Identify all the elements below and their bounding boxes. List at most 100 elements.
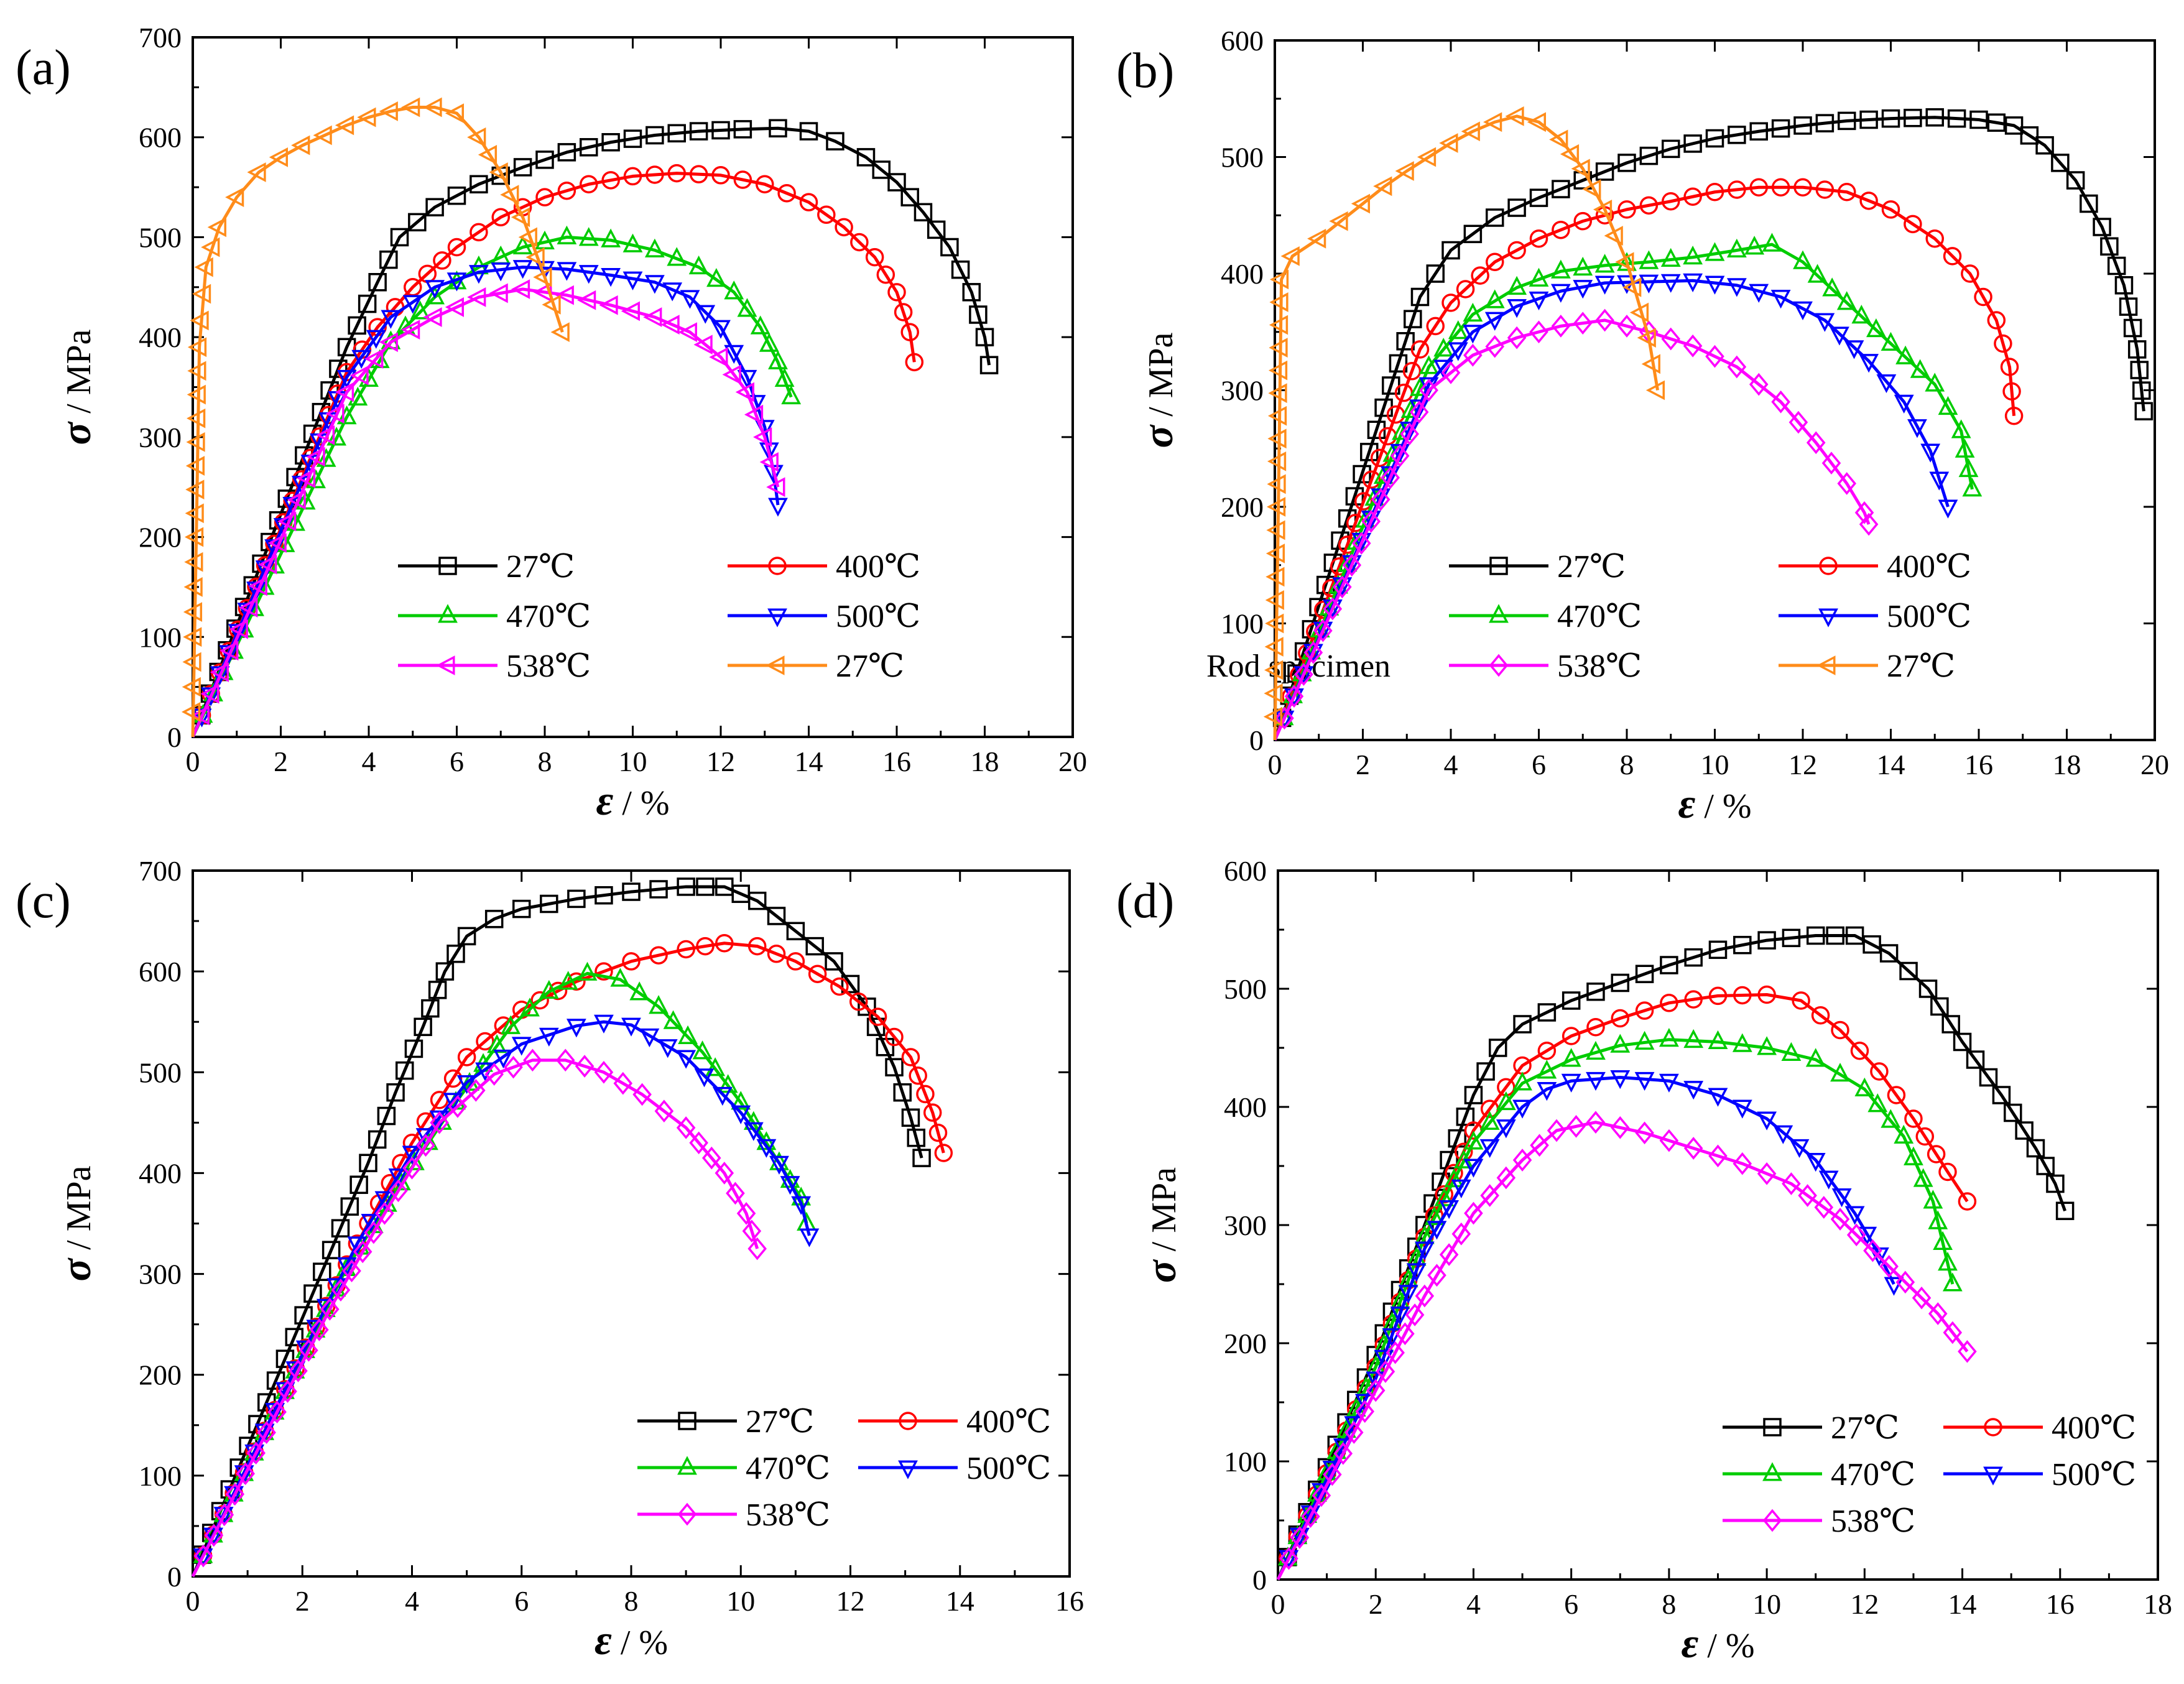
data-point: [808, 965, 827, 983]
data-point: [872, 160, 891, 179]
data-point: [577, 961, 598, 981]
data-point: [1844, 1206, 1865, 1225]
legend-marker: [1762, 1462, 1782, 1481]
y-axis-label: σ / MPa: [1137, 1167, 1185, 1283]
data-point: [1821, 451, 1841, 475]
legend-marker: [678, 1412, 696, 1430]
y-tick-label: 300: [139, 1259, 182, 1290]
data-point: [501, 1015, 521, 1034]
data-point: [907, 1128, 925, 1147]
data-point: [1726, 278, 1747, 297]
data-point: [1727, 355, 1747, 379]
data-point: [1836, 291, 1857, 310]
x-tick-label: 4: [405, 1585, 419, 1617]
x-tick-label: 16: [1964, 749, 1993, 780]
data-point: [1479, 1139, 1500, 1159]
data-point: [1966, 1050, 1985, 1069]
data-point: [358, 294, 377, 313]
data-point: [374, 1191, 395, 1210]
data-point: [1530, 1134, 1549, 1157]
data-point: [1807, 264, 1828, 283]
data-point: [1830, 326, 1849, 346]
legend-label: 470℃: [1557, 599, 1642, 634]
data-point: [1844, 340, 1864, 359]
data-point: [368, 1130, 387, 1149]
data-point: [724, 345, 744, 364]
data-point: [1267, 474, 1286, 494]
data-point: [447, 272, 467, 292]
x-tick-label: 6: [1564, 1588, 1578, 1620]
data-point: [1426, 317, 1445, 336]
data-point: [1594, 275, 1615, 295]
data-point: [535, 230, 555, 249]
data-point: [1815, 114, 1835, 132]
data-point: [667, 124, 686, 143]
data-point: [1806, 926, 1825, 945]
legend-label: 27℃: [1887, 649, 1955, 684]
series-line: [1276, 993, 1969, 1581]
data-point: [623, 167, 642, 186]
data-point: [595, 962, 613, 981]
data-point: [1566, 1115, 1586, 1138]
data-point: [747, 891, 767, 910]
x-tick-label: 6: [1532, 749, 1546, 780]
data-point: [379, 101, 398, 121]
data-point: [203, 1524, 223, 1543]
y-tick-label: 100: [1221, 608, 1264, 640]
data-point: [1275, 706, 1294, 730]
data-point: [1266, 520, 1285, 540]
data-point: [777, 183, 796, 203]
data-point: [539, 1027, 559, 1047]
data-point: [182, 677, 201, 697]
data-point: [1683, 187, 1702, 206]
data-point: [1376, 1360, 1395, 1383]
data-point: [1925, 372, 1945, 392]
data-point: [1881, 1109, 1901, 1128]
y-tick-label: 400: [1221, 258, 1264, 290]
data-point: [1451, 1222, 1471, 1246]
data-point: [1571, 159, 1590, 179]
data-point: [962, 283, 981, 302]
data-point: [1974, 287, 1992, 307]
data-point: [1451, 1179, 1471, 1198]
x-tick-label: 14: [1948, 1588, 1977, 1620]
data-point: [493, 1049, 514, 1069]
data-point: [1955, 438, 1975, 458]
data-point: [1838, 111, 1856, 131]
data-point: [447, 945, 465, 963]
data-point: [594, 1014, 614, 1034]
data-point: [447, 238, 466, 257]
legend-label: 400℃: [1887, 549, 1971, 585]
data-point: [1629, 302, 1649, 323]
series-1: [191, 933, 953, 1578]
legend-label: 538℃: [506, 649, 591, 684]
data-point: [1660, 994, 1678, 1012]
data-point: [1904, 215, 1922, 234]
data-point: [1552, 220, 1570, 239]
data-point: [1382, 1328, 1402, 1348]
data-point: [1610, 1070, 1631, 1090]
y-tick-label: 600: [1224, 855, 1267, 887]
x-tick-label: 12: [1850, 1588, 1879, 1620]
data-point: [204, 1524, 224, 1547]
data-point: [1661, 327, 1681, 351]
legend-label: 500℃: [966, 1451, 1051, 1486]
data-point: [1352, 532, 1371, 555]
data-point: [1793, 301, 1813, 320]
data-point: [1439, 133, 1458, 153]
data-point: [711, 166, 730, 185]
series-line: [191, 235, 793, 738]
series-line: [1273, 279, 1950, 741]
data-point: [225, 1483, 245, 1506]
data-point: [2114, 276, 2134, 295]
data-point: [667, 164, 686, 183]
data-point: [709, 347, 728, 368]
data-point: [433, 251, 451, 270]
data-point: [470, 175, 488, 193]
series-line: [191, 941, 945, 1578]
data-point: [520, 997, 540, 1017]
data-point: [491, 262, 511, 282]
data-point: [567, 889, 586, 909]
data-point: [331, 1219, 350, 1238]
data-point: [542, 295, 561, 315]
